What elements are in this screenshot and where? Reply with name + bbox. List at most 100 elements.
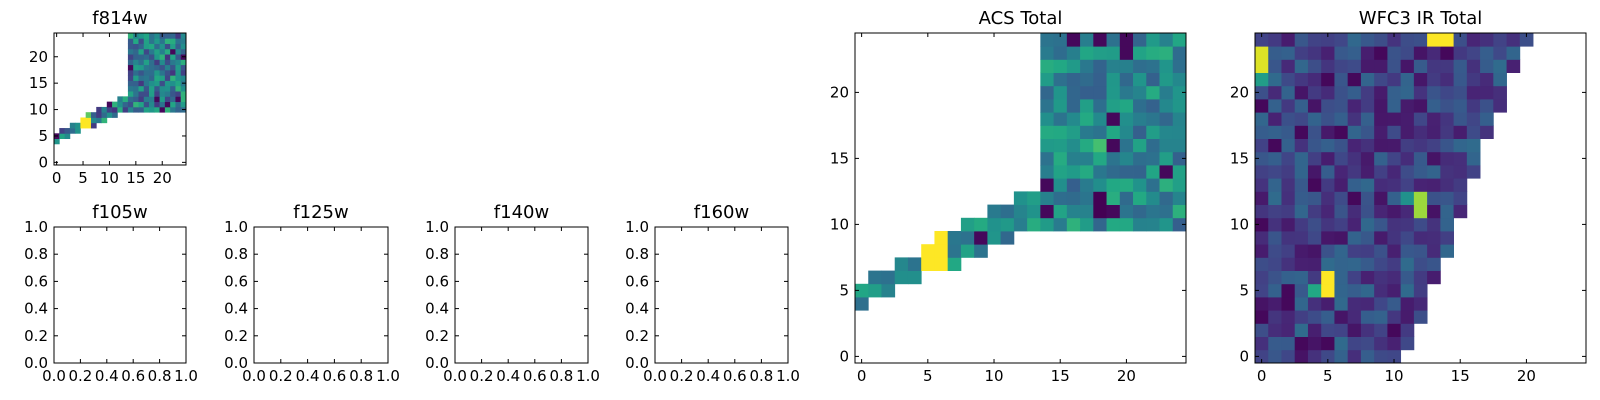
x-tick-label: 1.0 bbox=[576, 367, 600, 385]
heatmap-cell bbox=[1040, 85, 1054, 100]
heatmap-cell bbox=[881, 283, 896, 298]
heatmap-cell bbox=[1334, 112, 1349, 126]
heatmap-cell bbox=[1413, 217, 1428, 232]
heatmap-cell bbox=[143, 69, 150, 76]
heatmap-cell bbox=[149, 69, 155, 76]
heatmap-cell bbox=[1255, 349, 1269, 364]
heatmap-cell bbox=[1307, 72, 1322, 87]
heatmap-cell bbox=[1440, 165, 1454, 179]
y-tick-label: 15 bbox=[1230, 149, 1249, 167]
heatmap-cell bbox=[1106, 59, 1121, 73]
heatmap-cell bbox=[1172, 204, 1187, 219]
heatmap-cell bbox=[170, 85, 176, 92]
heatmap-cell bbox=[1255, 217, 1269, 232]
heatmap-cell bbox=[1360, 283, 1375, 298]
heatmap-cell bbox=[1387, 310, 1402, 324]
heatmap-cell bbox=[127, 43, 134, 50]
heatmap-cell bbox=[1374, 85, 1388, 100]
x-tick-label: 0.6 bbox=[723, 367, 747, 385]
heatmap-cell bbox=[1281, 204, 1296, 219]
heatmap-cell bbox=[1347, 165, 1362, 179]
heatmap-cell bbox=[1506, 33, 1521, 47]
heatmap-cell bbox=[1294, 310, 1309, 324]
heatmap-cell bbox=[1080, 72, 1094, 87]
heatmap-cell bbox=[1066, 99, 1081, 113]
heatmap-cell bbox=[1307, 310, 1322, 324]
heatmap-cell bbox=[154, 80, 160, 87]
heatmap-cell bbox=[1334, 257, 1349, 271]
heatmap-cell bbox=[159, 101, 166, 108]
heatmap-cell bbox=[1360, 178, 1375, 192]
heatmap-cell bbox=[1347, 191, 1362, 205]
heatmap-cell bbox=[1347, 231, 1362, 245]
heatmap-cell bbox=[1106, 125, 1121, 139]
heatmap-cell bbox=[1053, 138, 1068, 153]
heatmap-cell bbox=[1347, 244, 1362, 258]
heatmap-cell bbox=[1281, 217, 1296, 232]
heatmap-cell bbox=[1268, 283, 1282, 298]
heatmap-cell bbox=[1427, 85, 1441, 100]
heatmap-cell bbox=[164, 106, 171, 113]
heatmap-cell bbox=[1172, 125, 1187, 139]
heatmap-cell bbox=[1427, 165, 1441, 179]
heatmap-cell bbox=[1066, 125, 1081, 139]
heatmap-cell bbox=[1334, 46, 1349, 60]
heatmap-cell bbox=[1000, 231, 1015, 245]
heatmap-cell bbox=[1080, 191, 1094, 205]
heatmap-cell bbox=[90, 122, 97, 129]
heatmap-cell bbox=[1133, 99, 1147, 113]
heatmap-cell bbox=[149, 106, 155, 113]
heatmap-cell bbox=[1040, 112, 1054, 126]
heatmap-cell bbox=[1040, 125, 1054, 139]
heatmap-cell bbox=[1466, 46, 1481, 60]
heatmap-cell bbox=[1374, 99, 1388, 113]
heatmap-cell bbox=[122, 106, 129, 113]
heatmap-cell bbox=[1466, 33, 1481, 47]
heatmap-cell bbox=[1294, 178, 1309, 192]
heatmap-cell bbox=[1106, 138, 1121, 153]
x-tick-label: 20 bbox=[153, 169, 172, 187]
heatmap-cell bbox=[127, 101, 134, 108]
heatmap-cell bbox=[1053, 46, 1068, 60]
heatmap-cell bbox=[1040, 191, 1054, 205]
heatmap-cell bbox=[1053, 59, 1068, 73]
y-tick-label: 0 bbox=[1239, 347, 1249, 365]
heatmap-cell bbox=[894, 257, 909, 271]
heatmap-cell bbox=[1255, 138, 1269, 153]
heatmap-cell bbox=[154, 69, 160, 76]
heatmap-cell bbox=[1066, 112, 1081, 126]
heatmap-cell bbox=[1294, 323, 1309, 337]
x-tick-label: 0.6 bbox=[322, 367, 346, 385]
heatmap-cell bbox=[80, 122, 87, 129]
heatmap-cell bbox=[1093, 178, 1107, 192]
heatmap-cell bbox=[1255, 336, 1269, 351]
heatmap-cell bbox=[1294, 231, 1309, 245]
heatmap-cell bbox=[138, 85, 145, 92]
heatmap-cell bbox=[1493, 33, 1507, 47]
heatmap-cell bbox=[1427, 33, 1441, 47]
heatmap-cell bbox=[1040, 72, 1054, 87]
heatmap-cell bbox=[1334, 151, 1349, 166]
heatmap-cell bbox=[1080, 85, 1094, 100]
heatmap-cell bbox=[170, 43, 176, 50]
x-tick-label: 1.0 bbox=[174, 367, 198, 385]
heatmap-cell bbox=[1413, 33, 1428, 47]
heatmap-cell bbox=[1307, 99, 1322, 113]
heatmap-cell bbox=[170, 33, 176, 39]
heatmap-cell bbox=[133, 43, 139, 50]
heatmap-cell bbox=[1040, 33, 1054, 47]
heatmap-cell bbox=[143, 75, 150, 81]
heatmap-cell bbox=[1053, 191, 1068, 205]
heatmap-cell bbox=[1334, 297, 1349, 311]
heatmap-cell bbox=[138, 75, 145, 81]
heatmap-cells bbox=[54, 33, 187, 145]
heatmap-cell bbox=[1321, 297, 1335, 311]
heatmap-cell bbox=[143, 106, 150, 113]
heatmap-cell bbox=[1321, 336, 1335, 351]
heatmap-cell bbox=[164, 80, 171, 87]
x-tick-label: 0.2 bbox=[670, 367, 694, 385]
chart-title: f125w bbox=[293, 202, 348, 223]
heatmap-cell bbox=[149, 54, 155, 60]
